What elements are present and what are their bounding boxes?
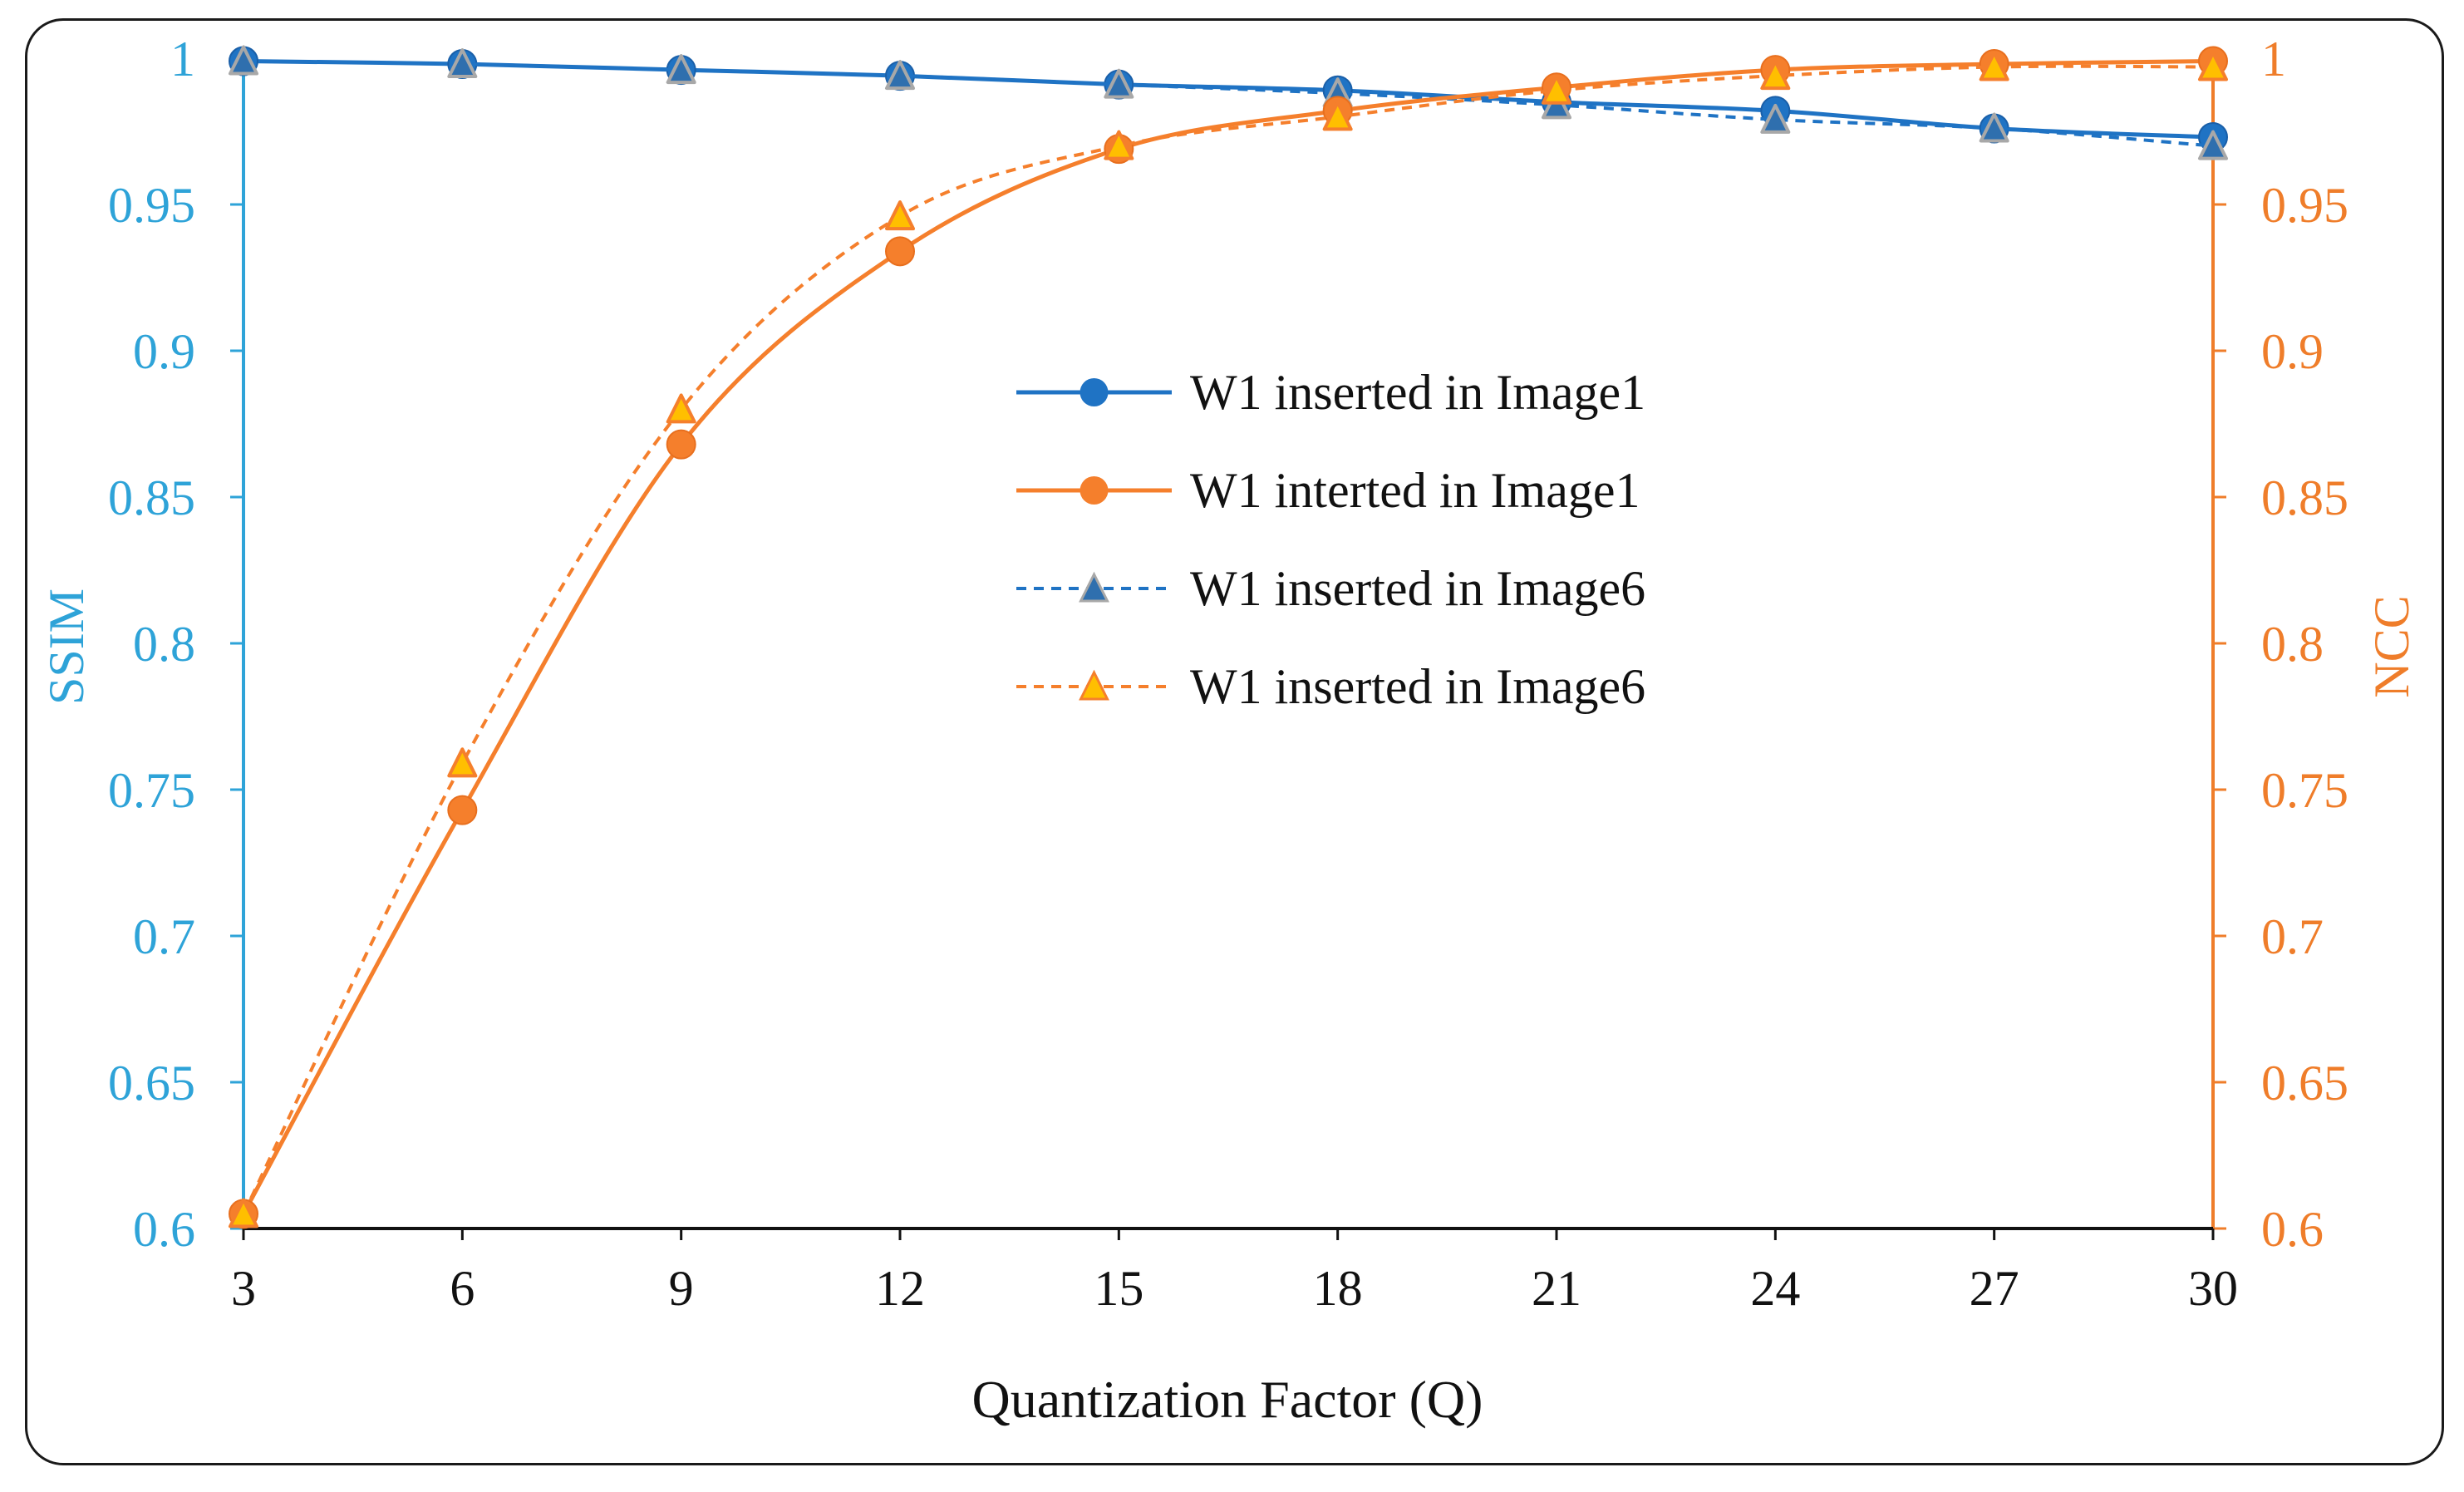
x-tick-label: 9 [669, 1261, 694, 1316]
x-tick-label: 21 [1532, 1261, 1581, 1316]
y-tick-label-left: 0.65 [108, 1056, 195, 1110]
y-tick-label-left: 0.75 [108, 763, 195, 818]
x-tick-label: 30 [2188, 1261, 2238, 1316]
y-tick-label-left: 1 [170, 32, 195, 86]
data-point-triangle [666, 54, 696, 85]
series-line-3 [242, 64, 2214, 1215]
x-axis-title: Quantization Factor (Q) [972, 1370, 1483, 1429]
y-axis-title-left: SSIM [39, 588, 94, 705]
data-point-triangle [447, 747, 478, 778]
data-point-circle [885, 236, 915, 267]
y-tick-label-right: 0.65 [2261, 1056, 2348, 1110]
data-point-triangle [2198, 130, 2228, 160]
data-point-triangle [1104, 68, 1134, 99]
y-tick-label-right: 0.85 [2261, 470, 2348, 525]
legend-marker-circle [1080, 378, 1109, 406]
data-point-triangle [885, 60, 915, 91]
chart-frame [25, 18, 2444, 1465]
data-point-circle [666, 429, 696, 460]
y-tick-label-right: 0.9 [2261, 324, 2324, 379]
legend-marker-circle [1080, 476, 1109, 505]
data-point-triangle [229, 45, 258, 76]
x-tick-label: 3 [231, 1261, 256, 1316]
x-tick-label: 18 [1313, 1261, 1363, 1316]
data-point-triangle [2198, 51, 2228, 81]
data-point-triangle [666, 393, 696, 424]
legend-marker-triangle [1079, 669, 1109, 701]
legend-label: W1 inserted in Image6 [1190, 659, 1645, 714]
data-point-triangle [1542, 74, 1571, 105]
y-tick-label-right: 0.7 [2261, 909, 2324, 964]
data-point-triangle [1104, 130, 1134, 160]
y-tick-label-left: 0.6 [133, 1202, 195, 1257]
data-point-triangle [1322, 101, 1353, 131]
legend-marker-triangle [1079, 571, 1109, 603]
y-tick-label-left: 0.85 [108, 470, 195, 525]
series-line-2 [243, 59, 2214, 148]
series-line-1 [241, 59, 2214, 1215]
y-tick-label-right: 1 [2261, 32, 2286, 86]
x-tick-label: 24 [1750, 1261, 1800, 1316]
data-point-triangle [1979, 51, 2009, 81]
y-tick-label-right: 0.8 [2261, 617, 2324, 672]
legend-label: W1 inserted in Image1 [1190, 365, 1645, 420]
axes-layer: 0.6 0.65 0.7 0.75 0.8 0.85 0.9 0.95 1 0.6 0.65 0.7 0… [108, 32, 2348, 1316]
y-tick-label-right: 0.75 [2261, 763, 2348, 818]
x-tick-label: 27 [1970, 1261, 2019, 1316]
legend-label: W1 inserted in Image6 [1190, 561, 1645, 616]
x-tick-label: 15 [1094, 1261, 1143, 1316]
y-tick-label-left: 0.7 [133, 909, 195, 964]
series-layer [229, 45, 2228, 1229]
y-tick-label-right: 0.95 [2261, 178, 2348, 233]
y-tick-label-left: 0.8 [133, 617, 195, 672]
data-point-triangle [229, 1198, 258, 1229]
y-tick-label-right: 0.6 [2261, 1202, 2324, 1257]
legend-label: W1 interted in Image1 [1190, 463, 1640, 518]
y-axis-title-right: NCC [2364, 595, 2419, 697]
y-tick-label-left: 0.95 [108, 178, 195, 233]
data-point-triangle [885, 200, 915, 231]
x-tick-label: 12 [875, 1261, 925, 1316]
data-point-circle [447, 795, 478, 825]
x-tick-label: 6 [450, 1261, 475, 1316]
data-point-triangle [1760, 103, 1791, 134]
data-point-triangle [1979, 112, 2009, 143]
data-point-triangle [1760, 60, 1791, 91]
legend: W1 inserted in Image1 W1 interted in Imag… [1016, 365, 1645, 714]
data-point-triangle [447, 48, 478, 79]
y-tick-label-left: 0.9 [133, 324, 195, 379]
